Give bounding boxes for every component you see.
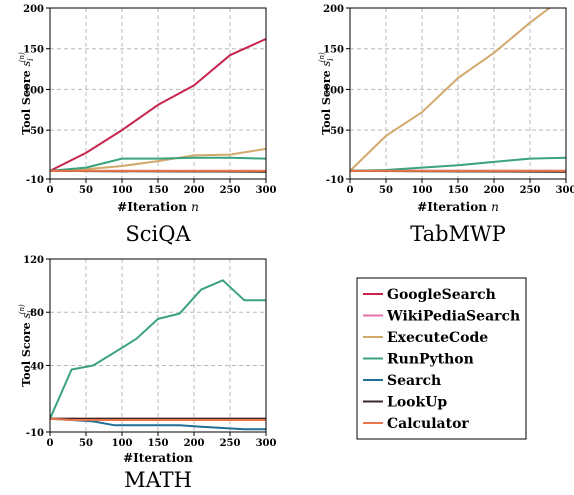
y-axis-label-text: Tool Score si(n) — [318, 52, 335, 135]
chart-title: TabMWP — [410, 222, 506, 246]
y-tick-label: 150 — [23, 45, 44, 56]
series-line-runpython — [50, 156, 266, 172]
legend-box — [356, 277, 527, 440]
y-tick-label: 150 — [323, 45, 344, 56]
x-axis-label: #Iteration — [123, 451, 193, 465]
x-tick-label: 100 — [112, 438, 133, 449]
y-axis-label-subscript: i — [26, 58, 35, 61]
legend-label: ExecuteCode — [387, 330, 488, 346]
x-tick-label: 0 — [47, 185, 54, 196]
series-line-executecode — [50, 147, 266, 172]
x-tick-label: 150 — [448, 185, 469, 196]
y-tick-label: -10 — [26, 175, 44, 186]
y-axis-label: Tool Score si(n) — [318, 52, 335, 135]
y-axis-label-symbol: s — [320, 60, 333, 66]
chart-panel-1: 0 50 100 150 200 250 300 -10 50 100 150 200 #Iterati… — [18, 4, 276, 246]
series-line-runpython — [50, 279, 266, 420]
legend-label: Search — [387, 373, 441, 389]
x-tick-label: 150 — [148, 185, 169, 196]
legend-label: RunPython — [387, 352, 474, 368]
x-tick-label: 150 — [148, 438, 169, 449]
x-tick-label: 300 — [556, 185, 574, 196]
x-tick-label: 100 — [412, 185, 433, 196]
x-axis-label-text: #Iteration — [117, 200, 191, 214]
x-axis-label: #Iteration n — [417, 200, 499, 214]
series-group — [350, 8, 566, 173]
y-tick-label: 50 — [30, 126, 44, 137]
y-axis-label-word: Tool Score — [320, 66, 333, 134]
x-axis-label-variable: n — [191, 200, 199, 214]
y-axis-label-symbol: s — [20, 60, 33, 66]
y-axis-label: Tool Score si(n) — [18, 304, 35, 387]
y-axis-label-subscript: i — [26, 310, 35, 313]
y-tick-label: -10 — [326, 175, 344, 186]
x-tick-label: 300 — [256, 185, 277, 196]
x-tick-label: 50 — [79, 185, 93, 196]
series-group — [50, 37, 266, 173]
chart-title: SciQA — [125, 222, 191, 246]
x-tick-label: 250 — [520, 185, 541, 196]
x-tick-label: 50 — [79, 438, 93, 449]
x-axis-label-text: #Iteration — [417, 200, 491, 214]
y-axis-label-superscript: (n) — [18, 304, 26, 314]
series-group — [50, 279, 266, 431]
y-tick-label: 40 — [30, 361, 44, 372]
y-axis-label-symbol: s — [20, 312, 33, 318]
legend-label: LookUp — [387, 395, 447, 411]
series-line-executecode — [350, 8, 552, 172]
x-tick-label: 0 — [347, 185, 354, 196]
chart-title: MATH — [124, 468, 192, 492]
x-tick-label: 200 — [184, 185, 205, 196]
x-axis-label: #Iteration n — [117, 200, 199, 214]
x-tick-label: 300 — [256, 438, 277, 449]
y-tick-label: 80 — [30, 308, 44, 319]
y-tick-label: -10 — [26, 428, 44, 439]
legend: GoogleSearch WikiPediaSearch ExecuteCode Ru… — [356, 277, 527, 440]
y-axis-label-superscript: (n) — [18, 52, 26, 62]
y-axis-label-text: Tool Score si(n) — [18, 304, 35, 387]
legend-label: Calculator — [387, 416, 469, 432]
y-axis-label-word: Tool Score — [20, 66, 33, 134]
y-tick-label: 200 — [23, 4, 44, 15]
x-tick-label: 200 — [484, 185, 505, 196]
y-tick-label: 120 — [23, 255, 44, 266]
legend-label: GoogleSearch — [387, 287, 496, 303]
x-tick-label: 0 — [47, 438, 54, 449]
legend-label: WikiPediaSearch — [386, 309, 520, 325]
y-tick-label: 200 — [323, 4, 344, 15]
series-line-runpython — [350, 156, 566, 172]
x-tick-label: 50 — [379, 185, 393, 196]
y-axis-label-text: Tool Score si(n) — [18, 52, 35, 135]
x-axis-label-variable: n — [491, 200, 499, 214]
y-axis-label-superscript: (n) — [318, 52, 326, 62]
series-line-calculator — [50, 417, 266, 421]
y-axis-label-subscript: i — [326, 58, 335, 61]
y-axis-label: Tool Score si(n) — [18, 52, 35, 135]
x-tick-label: 250 — [220, 438, 241, 449]
chart-panel-2: 0 50 100 150 200 250 300 -10 50 100 150 200 #Iterati… — [318, 4, 574, 246]
y-tick-label: 100 — [323, 85, 344, 96]
y-axis-label-word: Tool Score — [20, 318, 33, 386]
x-tick-label: 250 — [220, 185, 241, 196]
series-line-googlesearch — [50, 37, 266, 172]
x-tick-label: 200 — [184, 438, 205, 449]
chart-panel-3: 0 50 100 150 200 250 300 -10 40 80 120 #Iteration To… — [18, 255, 276, 492]
y-tick-label: 50 — [330, 126, 344, 137]
y-tick-label: 100 — [23, 85, 44, 96]
x-tick-label: 100 — [112, 185, 133, 196]
